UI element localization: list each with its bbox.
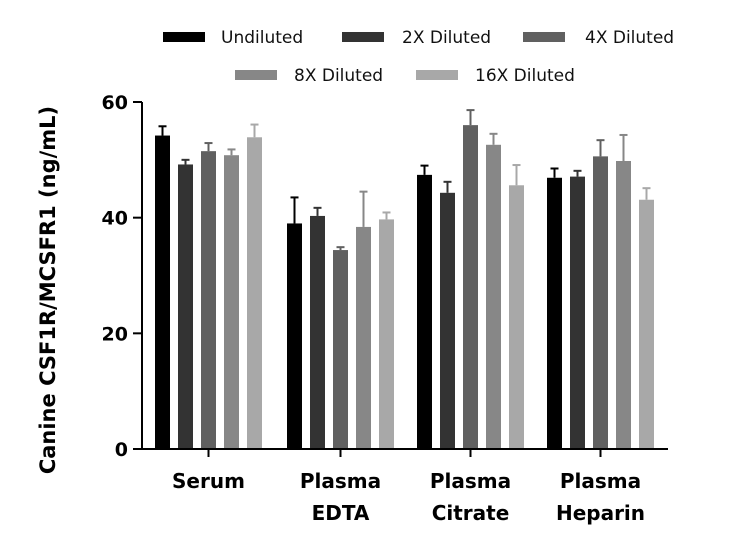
legend-swatch (342, 32, 384, 42)
bar (463, 125, 478, 449)
x-tick-label: Serum (172, 469, 245, 493)
bar (417, 174, 432, 449)
legend: Undiluted 2X Diluted 4X Diluted 8X Diluted 1… (163, 28, 674, 86)
legend-label: 4X Diluted (585, 28, 674, 48)
bar (509, 185, 524, 449)
y-tick-label: 20 (102, 323, 128, 345)
bar (333, 250, 348, 449)
bar (310, 215, 325, 449)
legend-label: 16X Diluted (475, 66, 575, 86)
legend-swatch (416, 70, 458, 80)
x-tick-label: Plasma (560, 469, 641, 493)
bar (224, 155, 239, 449)
y-tick-label: 40 (102, 208, 128, 230)
bar (155, 135, 170, 449)
bar (356, 226, 371, 449)
x-tick-label: Heparin (556, 501, 645, 525)
x-tick-label: Plasma (430, 469, 511, 493)
legend-label: 8X Diluted (294, 66, 383, 86)
y-tick-label: 0 (115, 439, 128, 461)
legend-label: 2X Diluted (402, 28, 491, 48)
bar (547, 177, 562, 450)
bar (593, 156, 608, 449)
y-axis-title: Canine CSF1R/MCSFR1 (ng/mL) (36, 106, 60, 474)
y-axis: 0 20 40 60 (102, 92, 143, 461)
bar (178, 164, 193, 449)
legend-label: Undiluted (221, 28, 303, 48)
legend-swatch (235, 70, 277, 80)
legend-swatch (523, 32, 565, 42)
bar (639, 199, 654, 449)
x-axis: Serum Plasma EDTA Plasma Citrate Plasma Hepari… (141, 448, 668, 525)
bar (570, 176, 585, 450)
bar (616, 160, 631, 450)
x-tick-label: Citrate (432, 501, 510, 525)
x-tick-label: EDTA (312, 501, 370, 525)
bars (155, 109, 654, 450)
bar (486, 144, 501, 449)
bar (440, 192, 455, 449)
y-tick-label: 60 (102, 92, 128, 114)
bar (287, 223, 302, 449)
x-tick-label: Plasma (300, 469, 381, 493)
bar (247, 137, 262, 450)
bar (379, 219, 394, 449)
legend-swatch (163, 32, 205, 42)
bar (201, 151, 216, 450)
